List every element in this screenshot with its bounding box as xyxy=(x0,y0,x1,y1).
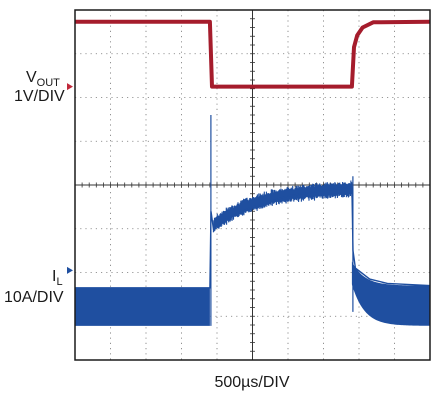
il-label: IL xyxy=(52,268,63,288)
il-ground-marker xyxy=(67,266,73,274)
il-trace-group xyxy=(75,115,431,326)
x-axis-label: 500µs/DIV xyxy=(214,374,289,391)
vout-trace xyxy=(75,19,431,89)
il-ripple-band-before xyxy=(75,287,210,326)
vout-trace-group xyxy=(75,19,431,89)
il-transient-ripple xyxy=(212,180,353,233)
il-ripple-band-after xyxy=(351,261,430,326)
vout-ground-marker xyxy=(67,83,73,91)
vout-scale-label: 1V/DIV xyxy=(14,88,65,105)
plot-frame xyxy=(74,9,431,361)
vout-label: VOUT xyxy=(26,69,60,89)
il-scale-label: 10A/DIV xyxy=(4,289,64,306)
